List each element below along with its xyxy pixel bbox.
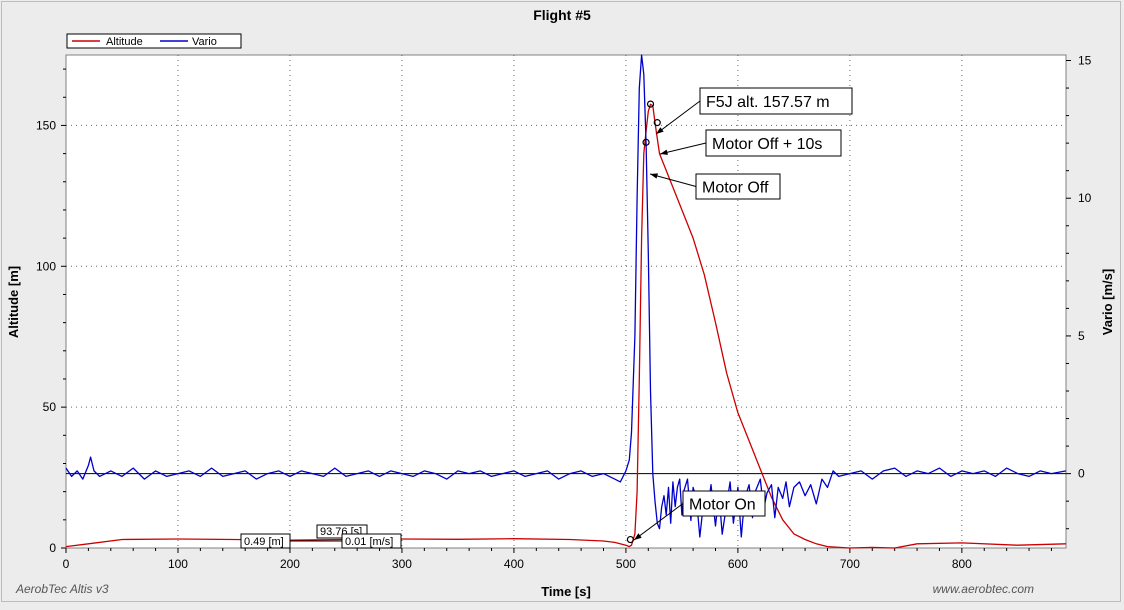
annotation-point [646,100,655,108]
legend-box [66,33,242,49]
y-tick-label: 50 [43,400,57,414]
x-tick-label: 500 [616,557,636,571]
annotation-box [682,490,766,517]
x-tick-label: 600 [728,557,748,571]
annotation-label: F5J alt. 157.57 m [706,94,830,111]
y2-tick-label: 10 [1078,191,1092,205]
cursor-readout-label: 0.01 [m/s] [345,536,393,548]
series-line-vario [65,54,1067,538]
y-tick-label: 150 [36,118,56,132]
annotation-box [705,129,842,157]
annotation-arrowhead [660,149,668,155]
y2-axis-title: Vario [m/s] [1100,269,1115,335]
annotation-label: Motor On [689,497,756,514]
annotation-label: Motor Off [702,180,769,197]
x-tick-label: 400 [504,557,524,571]
annotation-point [653,119,661,127]
y2-tick-label: 0 [1078,467,1085,481]
x-tick-label: 200 [280,557,300,571]
y-tick-label: 0 [49,541,56,555]
annotation-leader [655,100,701,135]
annotation-leader [649,173,697,187]
legend-label-altitude: Altitude [106,36,143,48]
legend-label-vario: Vario [192,36,217,48]
footer-website: www.aerobtec.com [933,582,1034,596]
y-axis-title: Altitude [m] [6,266,21,338]
x-tick-label: 300 [392,557,412,571]
footer-app-name: AerobTec Altis v3 [15,582,109,596]
y2-tick-label: 15 [1078,54,1092,68]
annotation-arrowhead [656,127,664,134]
plot-area [65,54,1067,549]
annotation-label: Motor Off + 10s [712,136,822,153]
annotation-box [695,173,781,200]
annotation-point [642,138,650,146]
x-tick-label: 0 [63,557,70,571]
chart-title: Flight #5 [533,7,591,23]
y2-tick-label: 5 [1078,329,1085,343]
annotation-leader [659,142,707,155]
x-tick-label: 700 [840,557,860,571]
annotation-point [626,535,634,544]
y-tick-label: 100 [36,259,56,273]
annotation-leader [633,503,684,541]
annotation-arrowhead [650,173,658,179]
cursor-readout-label: 0.49 [m] [244,536,284,548]
x-tick-label: 100 [168,557,188,571]
x-tick-label: 800 [952,557,972,571]
x-axis-title: Time [s] [541,584,591,599]
annotation-box [699,87,853,115]
annotation-arrowhead [634,533,642,540]
